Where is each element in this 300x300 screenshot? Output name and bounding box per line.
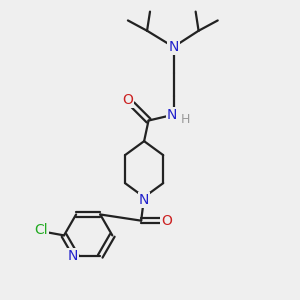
Text: N: N [168, 40, 179, 54]
Text: N: N [167, 108, 177, 122]
Text: O: O [161, 214, 172, 228]
Text: N: N [139, 193, 149, 207]
Text: O: O [122, 93, 134, 107]
Text: Cl: Cl [34, 223, 48, 236]
Text: H: H [181, 112, 190, 126]
Text: N: N [68, 249, 78, 263]
